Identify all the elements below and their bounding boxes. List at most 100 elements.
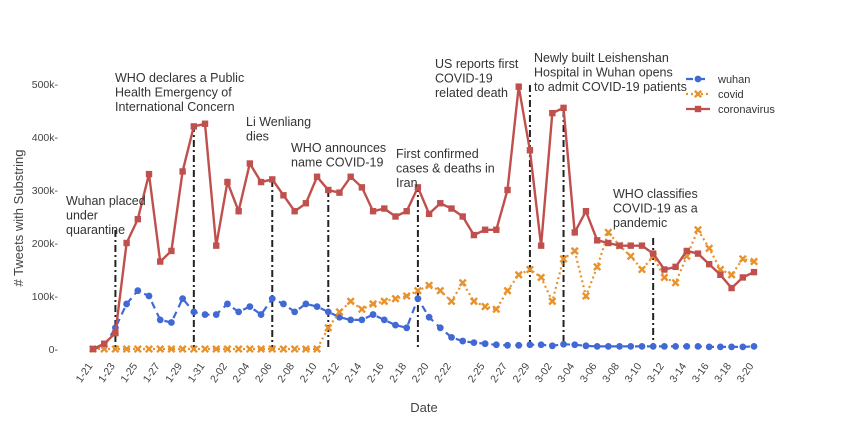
data-point [481,302,490,311]
data-point [436,324,444,332]
data-point [493,226,500,233]
data-point [492,341,500,349]
data-point [324,323,333,332]
data-point [403,324,411,332]
event-annotation-line: Newly built Leishenshan [534,51,669,65]
x-tick-label: 1-25 [118,361,140,385]
x-tick-label: 3-08 [600,361,622,385]
data-point [313,344,322,354]
data-point [200,344,210,354]
data-point [235,308,243,316]
event-annotation-line: Health Emergency of [115,86,232,100]
data-point [469,297,478,306]
data-point [637,265,647,274]
x-tick-label: 2-02 [208,361,230,385]
data-point [112,329,119,337]
data-point [728,284,735,292]
data-point [525,265,534,274]
y-tick-label: 300k- [32,185,59,197]
x-tick-label: 3-16 [690,361,712,385]
data-point [537,242,545,249]
data-point [638,242,646,249]
data-point [190,123,198,130]
data-point [548,297,557,306]
event-annotation-line: to admit COVID-19 patients [534,80,687,94]
data-point [705,244,714,253]
event-annotation-line: COVID-19 [435,72,493,86]
data-point [369,299,378,308]
event-annotation-line: related death [435,86,508,100]
event-annotation: WHO announces name COVID-19 [291,141,386,170]
data-point [425,281,434,290]
data-point [123,239,130,247]
event-annotation: Newly built Leishenshan Hospital in Wuhan… [534,51,687,94]
data-point [111,344,120,354]
data-point [134,215,142,223]
data-point [694,105,702,113]
data-point [413,286,422,295]
data-point [571,229,578,236]
data-point [369,208,377,215]
data-point [179,168,186,175]
data-point [346,297,355,306]
data-point [280,192,287,199]
data-point [224,300,231,308]
data-point [436,286,445,295]
data-point [694,250,702,257]
data-point [168,319,175,326]
x-tick-label: 3-10 [623,361,645,385]
data-point [425,210,433,218]
data-point [268,295,276,303]
data-point [302,200,310,207]
y-tick-label: 100k- [32,291,59,303]
data-point [605,239,612,247]
data-point [671,278,680,287]
event-annotation-line: under [66,209,98,223]
x-tick-label: 1-27 [141,361,163,385]
data-point [694,75,702,83]
data-point [559,254,568,263]
data-point [750,268,758,276]
data-point [223,344,232,354]
data-point [257,178,265,186]
x-tick-label: 1-31 [186,361,208,385]
event-annotation-line: US reports first [435,57,519,71]
data-point [481,340,489,348]
data-point [537,341,545,349]
data-point [749,257,759,266]
data-point [145,170,153,178]
data-point [369,311,377,318]
data-point [683,247,690,255]
data-point [660,273,669,282]
data-point [693,225,703,234]
event-annotation: WHO classifies COVID-19 as a pandemic [613,187,698,230]
data-point [402,291,411,301]
x-tick-label: 2-18 [387,361,409,385]
event-annotation-line: COVID-19 as a [613,202,698,216]
y-tick-label: 500k- [32,79,59,91]
legend-item-coronavirus[interactable]: coronavirus [686,104,775,116]
x-tick-label: 2-06 [253,361,275,385]
event-annotation-line: International Concern [115,100,235,114]
data-point [133,344,142,354]
data-point [425,313,433,321]
data-point [380,297,389,306]
data-point [627,242,634,249]
event-annotation-line: cases & deaths in [396,162,495,176]
data-point [481,226,489,233]
data-point [178,344,187,354]
event-annotation-line: WHO classifies [613,187,698,201]
x-tick-label: 2-27 [488,361,510,385]
legend[interactable]: wuhan covid coronavirus [686,74,775,116]
legend-label: covid [718,89,744,101]
data-point [638,342,646,350]
data-point [504,341,511,349]
data-point [604,228,613,237]
legend-item-covid[interactable]: covid [686,89,744,101]
data-point [581,291,590,301]
data-point [380,316,388,324]
data-point [101,340,108,347]
legend-item-wuhan[interactable]: wuhan [686,74,750,86]
event-annotation-line: quarantine [66,223,125,237]
data-point [739,274,746,281]
